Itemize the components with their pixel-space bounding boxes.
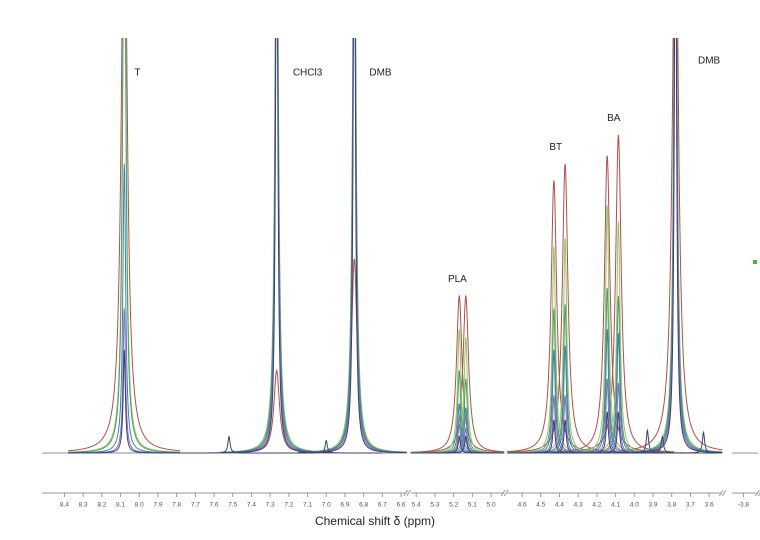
x-tick-label: 8.3 — [79, 502, 88, 509]
spectrum-peak — [270, 439, 383, 454]
spectrum-peak — [68, 349, 181, 454]
axis-break — [754, 489, 760, 497]
x-tick-label: 4.4 — [555, 502, 564, 509]
spectrum-peak — [619, 38, 723, 454]
x-tick-label: 7.8 — [172, 502, 181, 509]
peak-label: BT — [549, 142, 562, 153]
x-tick-label: 5.1 — [468, 502, 477, 509]
spectrum-peak — [410, 329, 505, 454]
x-tick-label: -3.8 — [738, 502, 750, 509]
x-tick-label: 8.0 — [135, 502, 144, 509]
spectrum-peak — [619, 38, 723, 454]
x-tick-label: 3.6 — [705, 502, 714, 509]
x-tick-label: 8.2 — [97, 502, 106, 509]
x-tick-label: 5.0 — [487, 502, 496, 509]
spectrum-peak — [647, 430, 723, 454]
spectrum-peak — [410, 435, 505, 454]
spectrum-peak — [619, 38, 723, 453]
x-tick-label: 7.1 — [303, 502, 312, 509]
axis-break — [500, 489, 509, 497]
spectrum-peak — [619, 38, 723, 453]
x-tick-label: 4.3 — [574, 502, 583, 509]
x-tick-label: 7.4 — [247, 502, 256, 509]
x-tick-label: 7.5 — [228, 502, 237, 509]
spectrum-peak — [410, 370, 505, 454]
x-tick-label: 8.1 — [116, 502, 125, 509]
peak-label: CHCl3 — [293, 68, 323, 79]
x-tick-label: 3.9 — [648, 502, 657, 509]
x-tick-label: 3.7 — [686, 502, 695, 509]
x-tick-label: 7.3 — [266, 502, 275, 509]
x-tick-label: 4.2 — [592, 502, 601, 509]
x-tick-label: 7.9 — [153, 502, 162, 509]
axis-break — [718, 489, 727, 497]
x-tick-label: 7.6 — [210, 502, 219, 509]
marker — [753, 260, 757, 264]
x-tick-label: 7.2 — [284, 502, 293, 509]
spectrum-peak — [220, 369, 333, 454]
peak-label: DMB — [698, 55, 721, 66]
spectrum-peak — [562, 134, 675, 453]
spectrum-peak — [298, 258, 407, 453]
x-tick-label: 6.6 — [397, 502, 406, 509]
peak-label: DMB — [369, 68, 392, 79]
x-tick-label: 6.7 — [378, 502, 387, 509]
spectrum-peak — [68, 38, 181, 452]
x-tick-label: 7.0 — [322, 502, 331, 509]
x-tick-label: 4.1 — [611, 502, 620, 509]
x-tick-label: 5.4 — [412, 502, 421, 509]
x-tick-label: 4.6 — [518, 502, 527, 509]
peak-label: BA — [607, 113, 621, 124]
x-tick-label: 8.4 — [60, 502, 69, 509]
spectrum-peak — [619, 38, 723, 452]
spectrum-peak — [68, 308, 181, 454]
spectrum-peak — [172, 435, 285, 454]
spectrum-peak — [410, 294, 505, 453]
x-tick-label: 4.0 — [630, 502, 639, 509]
axis-break — [403, 489, 412, 497]
x-tick-label: 5.3 — [430, 502, 439, 509]
x-tick-label: 6.8 — [359, 502, 368, 509]
spectrum-peak — [68, 38, 181, 453]
spectrum-peak — [298, 38, 407, 454]
x-axis-label: Chemical shift δ (ppm) — [315, 514, 435, 528]
spectrum-peak — [619, 38, 723, 453]
x-tick-label: 4.5 — [536, 502, 545, 509]
spectrum-peak — [68, 163, 181, 454]
x-tick-label: 7.7 — [191, 502, 200, 509]
x-tick-label: 3.8 — [667, 502, 676, 509]
x-tick-label: 5.2 — [449, 502, 458, 509]
peak-label: PLA — [448, 274, 467, 285]
x-tick-label: 6.9 — [340, 502, 349, 509]
peak-label: T — [134, 68, 140, 79]
spectrum-peak — [68, 38, 181, 453]
